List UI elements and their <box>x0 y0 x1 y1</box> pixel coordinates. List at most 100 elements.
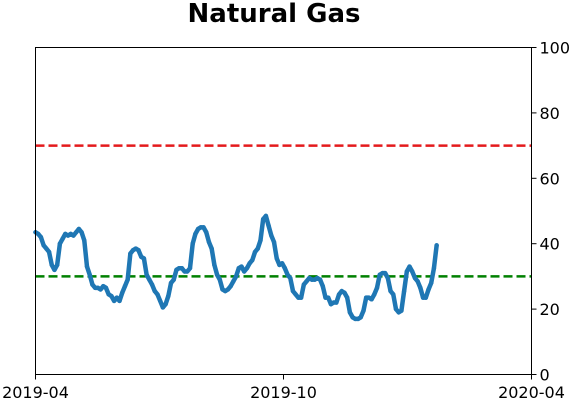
data-point <box>334 300 339 305</box>
data-point <box>266 223 271 228</box>
y-tick-label: 60 <box>540 169 560 188</box>
y-tick-label: 0 <box>540 366 550 385</box>
x-axis: 2019-04 2019-10 2020-04 <box>2 374 565 402</box>
data-point <box>274 256 279 261</box>
data-point <box>385 275 391 281</box>
data-point <box>358 315 363 320</box>
data-point <box>44 246 49 251</box>
data-point <box>247 261 252 266</box>
data-point <box>412 275 418 281</box>
data-point <box>326 295 331 300</box>
data-point <box>128 251 133 256</box>
data-point <box>152 288 157 294</box>
data-point <box>111 298 117 304</box>
data-point <box>434 243 439 248</box>
data-point <box>336 292 342 297</box>
data-point <box>225 287 231 292</box>
y-tick-label: 80 <box>540 104 560 123</box>
data-point <box>304 279 309 284</box>
data-point <box>372 292 377 297</box>
data-point <box>388 288 393 294</box>
data-point <box>206 239 212 245</box>
data-point <box>201 225 206 230</box>
data-point <box>239 264 244 269</box>
x-tick-label: 2020-04 <box>498 383 565 402</box>
data-point <box>429 280 434 286</box>
data-point <box>73 230 79 235</box>
data-point <box>214 272 220 277</box>
data-point <box>250 257 255 263</box>
data-point <box>168 280 174 286</box>
data-point <box>52 267 57 273</box>
data-point <box>369 297 374 302</box>
data-point <box>125 277 130 282</box>
data-point <box>60 236 65 241</box>
data-point <box>410 269 415 274</box>
data-point <box>114 295 120 300</box>
chart-title: Natural Gas <box>188 0 361 29</box>
data-point <box>155 292 160 297</box>
data-point <box>141 256 147 261</box>
data-point <box>190 241 195 246</box>
series-points <box>33 213 439 322</box>
data-point <box>342 290 347 295</box>
data-point <box>36 231 41 237</box>
data-point <box>393 306 399 312</box>
x-tick-label: 2019-04 <box>2 383 69 402</box>
series-layer <box>33 213 439 322</box>
plot-frame <box>35 47 532 375</box>
data-point <box>288 275 293 281</box>
data-point <box>399 308 404 313</box>
data-point <box>171 277 176 282</box>
data-point <box>71 233 76 238</box>
data-point <box>279 261 285 266</box>
data-point <box>282 266 288 271</box>
data-point <box>347 310 353 315</box>
data-point <box>98 287 103 292</box>
data-point <box>193 231 198 237</box>
data-point <box>136 248 141 253</box>
data-point <box>404 269 410 274</box>
data-point <box>209 246 214 251</box>
data-point <box>157 298 163 304</box>
y-tick-label: 100 <box>540 39 571 58</box>
data-point <box>233 274 239 279</box>
data-point <box>374 285 380 291</box>
data-point <box>217 277 223 282</box>
data-point <box>290 288 296 294</box>
data-point <box>263 213 269 219</box>
data-point <box>109 293 114 299</box>
data-point <box>407 264 412 269</box>
data-point <box>361 308 366 313</box>
data-point <box>79 230 84 235</box>
data-point <box>285 272 290 277</box>
data-point <box>54 262 60 268</box>
data-point <box>423 295 428 300</box>
data-point <box>103 285 109 291</box>
data-point <box>147 277 152 282</box>
data-point <box>160 305 166 310</box>
data-point <box>179 266 185 271</box>
x-tick-label: 2019-10 <box>250 383 317 402</box>
data-point <box>320 284 325 289</box>
data-point <box>391 292 396 297</box>
data-point <box>228 284 233 289</box>
data-point <box>244 266 250 271</box>
data-point <box>298 295 304 300</box>
data-point <box>301 282 307 287</box>
data-point <box>415 279 420 284</box>
data-point <box>49 262 54 268</box>
data-point <box>204 230 209 235</box>
y-axis: 0 20 40 60 80 100 <box>531 39 571 385</box>
data-point <box>46 249 52 255</box>
data-point <box>90 282 95 287</box>
data-point <box>149 282 155 287</box>
data-point <box>38 234 44 240</box>
data-point <box>317 277 323 282</box>
data-point <box>344 295 350 300</box>
data-point <box>117 298 122 304</box>
data-point <box>242 269 247 274</box>
data-point <box>120 290 125 295</box>
data-point <box>260 216 266 222</box>
